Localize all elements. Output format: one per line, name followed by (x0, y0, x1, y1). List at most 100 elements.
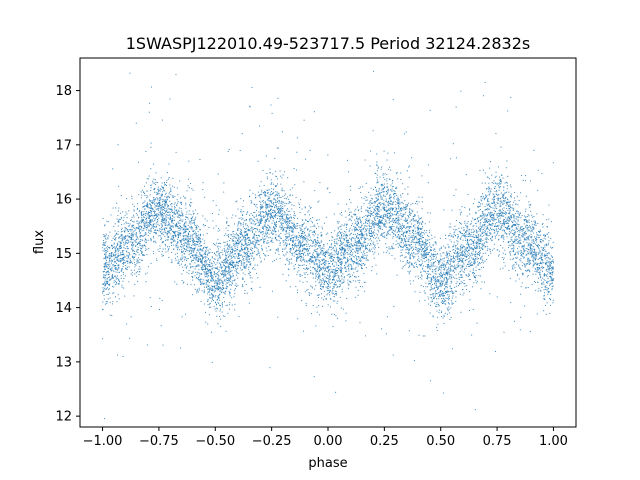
data-point (453, 269, 455, 271)
data-point (453, 244, 455, 246)
data-point (492, 249, 494, 251)
data-point (336, 275, 338, 277)
data-point (102, 240, 104, 242)
data-point (165, 222, 167, 224)
data-point (317, 248, 319, 250)
data-point (327, 232, 329, 234)
data-point (265, 247, 267, 249)
data-point (474, 245, 476, 247)
data-point (329, 286, 331, 288)
data-point (437, 287, 439, 289)
data-point (341, 254, 343, 256)
data-point (502, 212, 504, 214)
data-point (324, 264, 326, 266)
data-point (503, 193, 505, 195)
data-point (356, 263, 358, 265)
data-point (288, 243, 290, 245)
data-point (259, 221, 261, 223)
data-point (509, 208, 511, 210)
data-point (255, 240, 257, 242)
data-point (223, 182, 225, 184)
data-point (425, 252, 427, 254)
data-point (168, 236, 170, 238)
data-point (384, 232, 386, 234)
data-point (548, 265, 550, 267)
data-point (297, 292, 299, 294)
data-point (330, 249, 332, 251)
data-point (162, 203, 164, 205)
data-point (302, 240, 304, 242)
data-point (538, 268, 540, 270)
data-point (533, 251, 535, 253)
data-point (312, 266, 314, 268)
data-point (494, 207, 496, 209)
data-point (316, 239, 318, 241)
data-point (139, 228, 141, 230)
data-point (416, 249, 418, 251)
data-point (218, 270, 220, 272)
data-point (490, 188, 492, 190)
data-point (503, 186, 505, 188)
data-point (532, 260, 534, 262)
data-point (244, 234, 246, 236)
data-point (383, 225, 385, 227)
data-point (372, 247, 374, 249)
data-point (175, 224, 177, 226)
data-point (491, 214, 493, 216)
data-point (160, 193, 162, 195)
data-point (407, 271, 409, 273)
data-point (543, 273, 545, 275)
data-point (247, 252, 249, 254)
data-point (229, 279, 231, 281)
data-point (229, 244, 231, 246)
data-point (267, 240, 269, 242)
data-point (217, 277, 219, 279)
data-point (418, 243, 420, 245)
data-point (491, 202, 493, 204)
data-point (199, 273, 201, 275)
data-point (115, 271, 117, 273)
data-point (230, 234, 232, 236)
data-point (492, 182, 494, 184)
data-point (376, 234, 378, 236)
data-point (536, 270, 538, 272)
data-point (357, 230, 359, 232)
data-point (511, 239, 513, 241)
data-point (172, 226, 174, 228)
data-point (260, 219, 262, 221)
data-point (436, 329, 438, 331)
data-point (132, 249, 134, 251)
data-point (102, 287, 104, 289)
data-point (398, 234, 400, 236)
data-point (142, 254, 144, 256)
data-point (315, 259, 317, 261)
data-point (382, 187, 384, 189)
data-point (371, 202, 373, 204)
data-point (136, 260, 138, 262)
data-point (167, 239, 169, 241)
data-point (147, 214, 149, 216)
data-point (260, 217, 262, 219)
data-point (307, 274, 309, 276)
data-point (162, 242, 164, 244)
data-point (277, 235, 279, 237)
data-point (324, 222, 325, 224)
data-point (270, 183, 272, 185)
data-point (444, 300, 446, 302)
data-point (326, 287, 328, 289)
data-point (176, 243, 178, 245)
data-point (365, 238, 367, 240)
data-point (466, 288, 468, 290)
data-point (172, 225, 174, 227)
data-point (328, 280, 330, 282)
data-point (249, 240, 251, 242)
data-point (388, 218, 390, 220)
data-point (150, 237, 152, 239)
data-point (482, 248, 484, 250)
data-point (457, 237, 459, 239)
data-point (335, 238, 337, 240)
data-point (158, 189, 160, 191)
data-point (279, 244, 281, 246)
data-point (155, 231, 157, 233)
data-point (401, 210, 403, 212)
